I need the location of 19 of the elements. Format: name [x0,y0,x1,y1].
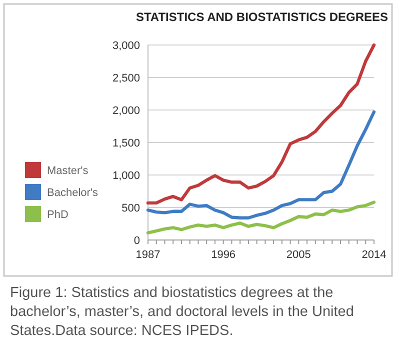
y-tick-label: 1,000 [112,170,140,182]
y-tick-label: 500 [122,202,140,214]
line-series [146,200,376,234]
chart-title: STATISTICS AND BIOSTATISTICS DEGREES [136,10,388,24]
x-tick-label: 2005 [286,249,311,261]
x-tick-label: 2014 [362,249,386,261]
y-tick-label: 3,000 [112,40,140,52]
y-tick-label: 2,500 [112,72,140,84]
legend-label: Master's [47,165,89,177]
y-tick-label: 2,000 [112,105,140,117]
line-series [146,110,376,220]
legend-label: Bachelor's [47,187,99,199]
y-tick-label: 1,500 [112,138,140,150]
legend-label: PhD [47,209,68,221]
line-series [146,43,376,205]
y-tick-label: 0 [134,235,140,247]
x-tick-label: 1987 [136,249,160,261]
x-tick-label: 1996 [211,249,236,261]
caption: Figure 1: Statistics and biostatistics degrees at the bachelor’s, master’s, and doctoral levels in the United States.Data source: NCES IPEDS. [10,284,355,341]
